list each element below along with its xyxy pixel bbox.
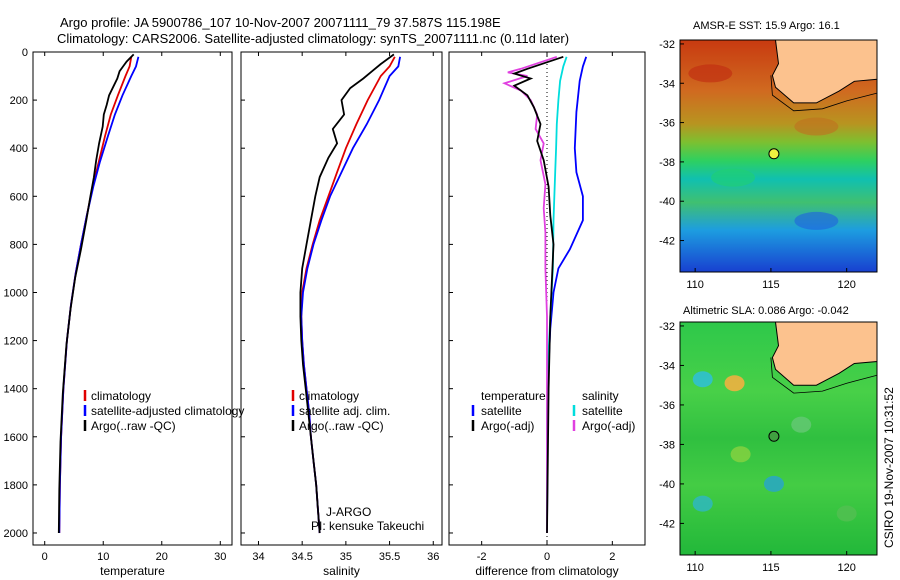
sla-map-title: Altimetric SLA: 0.086 Argo: -0.042 [683, 305, 849, 317]
title-line-2: Climatology: CARS2006. Satellite-adjuste… [57, 31, 570, 46]
sst-map-float-marker [768, 148, 780, 160]
sla-map-xtick-label: 120 [838, 562, 856, 574]
sst-map-ytick-label: -42 [659, 236, 675, 248]
sla-map-ytick-label: -36 [659, 400, 675, 412]
sst-map-ytick-label: -36 [659, 118, 675, 130]
temperature-ytick-label: 400 [10, 143, 28, 155]
temperature-xlabel: temperature [100, 564, 165, 578]
salinity-xlabel: salinity [323, 564, 360, 578]
temperature-ytick-label: 2000 [4, 528, 28, 540]
sst-map-sst-blob [688, 64, 733, 83]
sst-map-title: AMSR-E SST: 15.9 Argo: 16.1 [693, 20, 840, 32]
sst-map [679, 39, 878, 273]
sst-map-isobath [770, 75, 878, 112]
temperature-series-line [57, 53, 135, 534]
sla-map-anomaly-blob [724, 375, 745, 392]
salinity-series-line [300, 56, 396, 534]
sla-map-ytick-label: -32 [659, 321, 675, 333]
salinity-annotation-line-2: PI: kensuke Takeuchi [311, 519, 424, 533]
difference-xtick-label: 2 [609, 551, 615, 563]
temperature-ytick-label: 200 [10, 95, 28, 107]
temperature-ytick-label: 1600 [4, 432, 28, 444]
sla-map-ytick-label: -34 [659, 360, 675, 372]
salinity-legend-label: climatology [299, 389, 359, 403]
sla-map-anomaly-blob [836, 505, 857, 522]
salinity-series-line [299, 53, 395, 534]
temperature-ytick-label: 800 [10, 239, 28, 251]
sla-map-anomaly-blob [763, 475, 784, 492]
difference-legend-label: salinity [582, 389, 619, 403]
sla-map-ytick-label: -38 [659, 439, 675, 451]
sst-map-xtick-label: 115 [762, 279, 780, 291]
sla-map-anomaly-blob [692, 495, 713, 512]
sst-map-ytick-label: -34 [659, 78, 675, 90]
sst-map-xtick-label: 120 [838, 279, 856, 291]
temperature-xtick-label: 0 [42, 551, 48, 563]
difference-xlabel: difference from climatology [475, 564, 618, 578]
sla-map-anomaly-blob [791, 416, 812, 433]
sla-map [679, 321, 878, 556]
difference-legend-label: satellite [582, 404, 623, 418]
temperature-ytick-label: 1800 [4, 480, 28, 492]
sla-map-isobath [770, 357, 878, 394]
sst-map-sst-blob [794, 211, 839, 230]
temperature-ytick-label: 1200 [4, 336, 28, 348]
sla-map-xtick-label: 115 [762, 562, 780, 574]
salinity-legend-label: Argo(..raw -QC) [299, 419, 384, 433]
sst-map-frame [679, 39, 878, 273]
sst-map-xtick-label: 110 [686, 279, 704, 291]
temperature-xtick-label: 20 [156, 551, 168, 563]
credit-timestamp: CSIRO 19-Nov-2007 10:31:52 [882, 387, 896, 548]
sst-map-sst-blob [711, 168, 756, 187]
difference-series-line [546, 56, 588, 534]
temperature-xtick-label: 30 [214, 551, 226, 563]
temperature-xtick-label: 10 [97, 551, 109, 563]
temperature-legend-label: Argo(..raw -QC) [91, 419, 176, 433]
difference-legend-label: temperature [481, 389, 546, 403]
sla-map-ytick-label: -42 [659, 518, 675, 530]
sla-map-float-marker [768, 430, 780, 442]
salinity-axes-box [240, 51, 443, 546]
difference-series-line [511, 55, 564, 534]
sst-map-sst-blob [794, 117, 839, 136]
temperature-ytick-label: 1000 [4, 287, 28, 299]
sst-map-ytick-label: -38 [659, 157, 675, 169]
temperature-series-line [58, 56, 133, 534]
difference-series-line [546, 56, 568, 533]
salinity-xtick-label: 35.5 [379, 551, 400, 563]
temperature-series-line [58, 56, 140, 534]
temperature-legend-label: climatology [91, 389, 151, 403]
salinity-annotation-line-1: J-ARGO [326, 505, 371, 519]
difference-xtick-label: 0 [544, 551, 550, 563]
sla-map-anomaly-blob [730, 446, 751, 463]
difference-xtick-label: -2 [477, 551, 487, 563]
difference-series-line [501, 55, 558, 533]
sla-map-xtick-label: 110 [686, 562, 704, 574]
temperature-ytick-label: 0 [22, 47, 28, 59]
salinity-xtick-label: 36 [427, 551, 439, 563]
temperature-axes-box [32, 51, 233, 546]
title-line-1: Argo profile: JA 5900786_107 10-Nov-2007… [60, 15, 501, 30]
sla-map-ytick-label: -40 [659, 479, 675, 491]
difference-legend-label: Argo(-adj) [582, 419, 635, 433]
sst-map-ytick-label: -40 [659, 196, 675, 208]
sla-map-frame [679, 321, 878, 556]
difference-legend-label: Argo(-adj) [481, 419, 534, 433]
difference-legend-label: satellite [481, 404, 522, 418]
salinity-legend-label: satellite adj. clim. [299, 404, 390, 418]
temperature-ytick-label: 1400 [4, 384, 28, 396]
sla-map-anomaly-blob [692, 371, 713, 388]
temperature-ytick-label: 600 [10, 191, 28, 203]
temperature-legend-label: satellite-adjusted climatology [91, 404, 244, 418]
salinity-xtick-label: 34 [252, 551, 264, 563]
sst-map-ytick-label: -32 [659, 39, 675, 51]
salinity-xtick-label: 35 [340, 551, 352, 563]
salinity-xtick-label: 34.5 [291, 551, 312, 563]
salinity-series-line [300, 56, 401, 534]
